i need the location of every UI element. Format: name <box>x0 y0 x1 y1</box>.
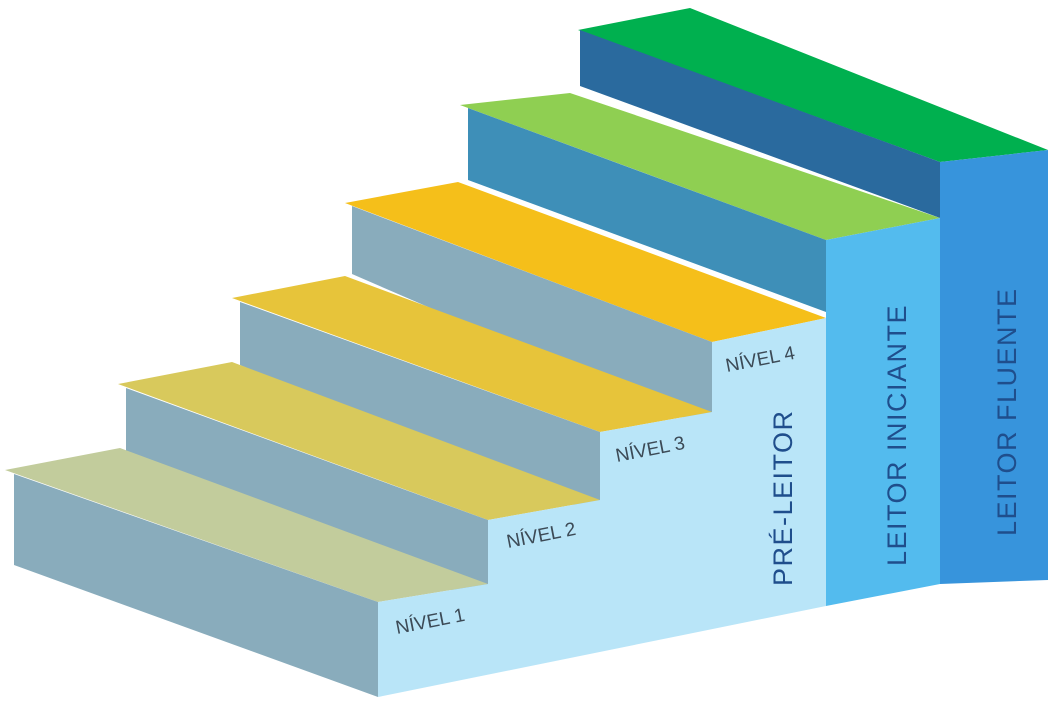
step6-riser <box>580 30 940 218</box>
pre-leitor-face <box>378 318 826 697</box>
fluente-face <box>940 150 1048 584</box>
step6-top <box>578 8 1048 162</box>
step3-top <box>232 276 712 432</box>
step3-riser <box>240 302 600 516</box>
pre-leitor-label: PRÉ-LEITOR <box>768 409 798 586</box>
leitor-iniciante-label: LEITOR INICIANTE <box>882 304 912 566</box>
step5-top <box>460 93 940 240</box>
leitor-fluente-label: LEITOR FLUENTE <box>992 287 1022 536</box>
step2-top <box>118 362 600 520</box>
step4-top <box>345 182 826 342</box>
step4-riser <box>352 206 712 430</box>
step1-riser <box>14 474 378 697</box>
step1-top <box>5 448 488 602</box>
step5-riser <box>468 108 826 312</box>
iniciante-face <box>826 218 940 606</box>
